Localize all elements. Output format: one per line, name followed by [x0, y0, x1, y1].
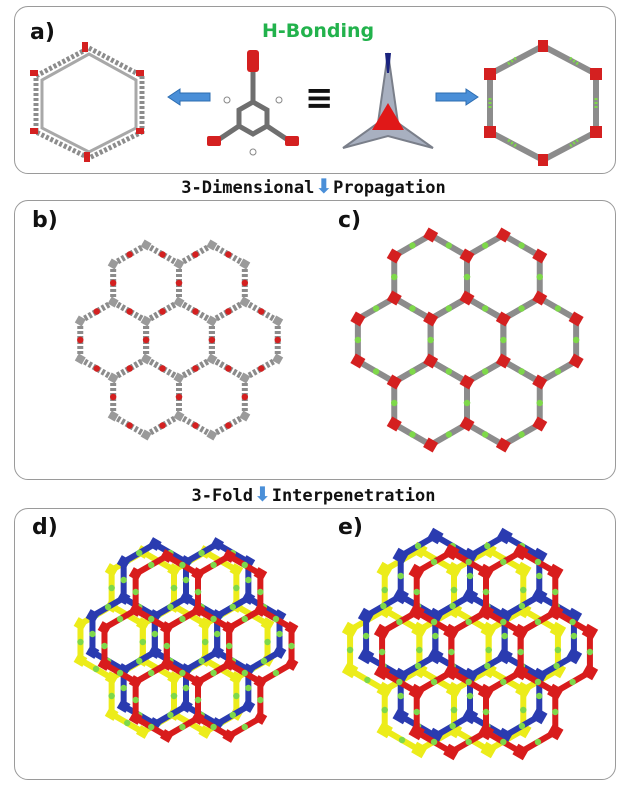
down-arrow-icon: ⬇	[315, 174, 333, 198]
left-arrow-icon	[167, 88, 211, 106]
step-interpenetration-right: Interpenetration	[271, 486, 436, 506]
hexagon-ring-molecular	[30, 42, 145, 162]
panel-bc	[14, 200, 616, 480]
triangular-node-symbol	[342, 52, 434, 149]
honeycomb-network-molecular	[74, 239, 284, 441]
interpenetrated-network-schematic	[341, 527, 599, 761]
step-propagation-left: 3-Dimensional	[181, 178, 315, 198]
h-bonding-title: H-Bonding	[262, 20, 375, 42]
step-propagation: 3-Dimensional⬇Propagation	[0, 174, 627, 198]
step-propagation-right: Propagation	[333, 178, 446, 198]
panel-a-label: a)	[30, 20, 55, 45]
equivalence-sign: ≡	[305, 78, 334, 118]
panel-b-label: b)	[32, 208, 58, 233]
panel-c-label: c)	[338, 208, 362, 233]
right-arrow-icon	[435, 88, 479, 106]
hexagon-ring-hbonded	[484, 40, 602, 166]
step-interpenetration: 3-Fold⬇Interpenetration	[0, 482, 627, 506]
trimesic-acid-molecule	[207, 50, 299, 156]
panel-d-label: d)	[32, 515, 58, 540]
honeycomb-network-schematic	[350, 227, 584, 453]
step-interpenetration-left: 3-Fold	[191, 486, 253, 506]
panel-e-label: e)	[338, 515, 363, 540]
down-arrow-icon: ⬇	[253, 482, 271, 506]
interpenetrated-network-molecular	[73, 537, 299, 743]
